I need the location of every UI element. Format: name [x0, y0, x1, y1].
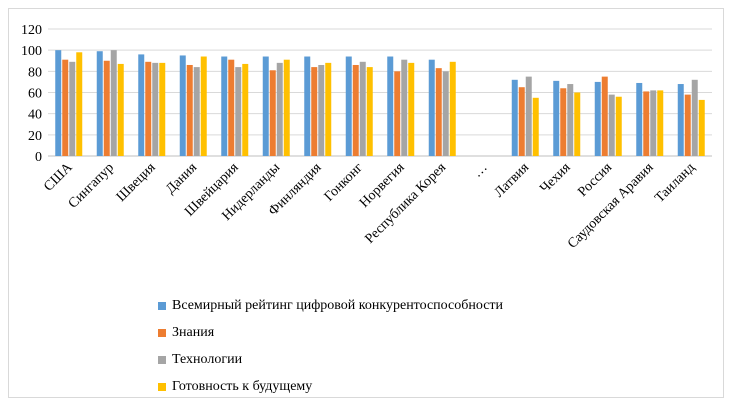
x-tick-label: Дания [163, 160, 200, 197]
bar-3-7 [318, 64, 325, 156]
bar-1-15 [636, 82, 643, 156]
bar-3-15 [650, 90, 657, 156]
legend-entry-1: Всемирный рейтинг цифровой конкурентоспо… [158, 292, 503, 319]
bar-3-5 [235, 67, 242, 156]
bar-3-6 [276, 62, 283, 156]
bar-2-5 [228, 59, 235, 156]
bar-2-1 [62, 59, 69, 156]
bar-3-10 [442, 71, 449, 156]
bar-2-9 [394, 71, 401, 156]
legend-entry-4: Готовность к будущему [158, 373, 503, 400]
bar-2-4 [186, 64, 193, 156]
bar-4-12 [532, 97, 539, 156]
bar-2-2 [103, 60, 110, 156]
bar-2-7 [311, 67, 318, 156]
bar-1-12 [511, 79, 518, 156]
bar-1-9 [387, 56, 394, 157]
x-tick-label: Чехия [537, 160, 574, 197]
legend-label: Всемирный рейтинг цифровой конкурентоспо… [172, 297, 504, 313]
y-tick-label: 100 [21, 44, 42, 59]
bar-4-15 [657, 90, 664, 156]
chart-frame [8, 8, 724, 398]
bar-1-4 [179, 55, 186, 157]
bar-2-15 [643, 91, 650, 156]
bar-1-2 [96, 51, 103, 156]
x-tick-label: … [470, 160, 491, 181]
legend-entry-3: Технологии [158, 346, 503, 373]
bar-3-4 [193, 67, 200, 156]
bar-2-8 [352, 64, 359, 156]
legend-label: Технологии [172, 351, 243, 367]
y-tick-label: 80 [28, 65, 42, 80]
x-tick-label: Россия [575, 160, 615, 200]
bar-1-13 [553, 80, 560, 156]
legend-swatch [158, 355, 166, 364]
bar-4-16 [698, 99, 705, 156]
bar-4-4 [200, 56, 207, 157]
bar-4-6 [283, 59, 290, 156]
bar-4-13 [574, 92, 581, 156]
bar-4-3 [159, 62, 166, 156]
bar-1-8 [345, 56, 352, 157]
legend-label: Знания [172, 324, 215, 340]
bar-3-14 [608, 94, 615, 156]
bar-4-8 [366, 67, 373, 156]
bar-1-10 [428, 59, 435, 156]
bar-2-13 [560, 88, 567, 156]
y-tick-label: 60 [28, 87, 42, 102]
bar-1-5 [221, 56, 228, 157]
bar-4-1 [76, 52, 83, 156]
bar-1-16 [677, 84, 684, 156]
bar-4-10 [449, 61, 456, 156]
legend-label: Готовность к будущему [172, 378, 313, 394]
x-tick-label: Таиланд [652, 160, 698, 206]
bar-2-3 [145, 61, 152, 156]
bar-4-9 [408, 62, 415, 156]
bar-3-2 [110, 50, 117, 156]
bar-3-9 [401, 59, 408, 156]
bar-2-14 [601, 76, 608, 156]
y-tick-label: 120 [21, 23, 42, 38]
legend-swatch [158, 382, 166, 391]
bar-4-2 [117, 63, 124, 156]
bar-3-13 [567, 84, 574, 156]
y-tick-label: 0 [35, 150, 42, 165]
bar-1-3 [138, 54, 145, 156]
bar-4-7 [325, 62, 332, 156]
bar-3-16 [691, 79, 698, 156]
bar-1-7 [304, 56, 311, 157]
chart-legend: Всемирный рейтинг цифровой конкурентоспо… [158, 292, 503, 400]
bar-2-6 [269, 70, 276, 156]
legend-entry-2: Знания [158, 319, 503, 346]
x-tick-label: Латвия [492, 160, 533, 201]
bar-2-10 [435, 68, 442, 156]
x-tick-label: Сингапур [66, 160, 117, 211]
legend-swatch [158, 328, 166, 337]
bar-4-14 [615, 96, 622, 156]
bar-1-6 [262, 56, 269, 157]
bar-3-1 [69, 61, 76, 156]
x-tick-label: Швеция [114, 160, 159, 205]
bar-4-5 [242, 63, 249, 156]
bar-3-12 [525, 76, 532, 156]
bar-2-16 [684, 94, 691, 156]
y-tick-label: 20 [28, 129, 42, 144]
bar-1-14 [594, 81, 601, 156]
bar-3-3 [152, 62, 159, 156]
x-tick-label: США [41, 160, 76, 195]
y-tick-label: 40 [28, 108, 42, 123]
bar-3-8 [359, 61, 366, 156]
x-tick-label: Республика Корея [362, 160, 449, 247]
bar-1-1 [55, 50, 62, 156]
bar-2-12 [518, 87, 525, 156]
legend-swatch [158, 301, 166, 310]
